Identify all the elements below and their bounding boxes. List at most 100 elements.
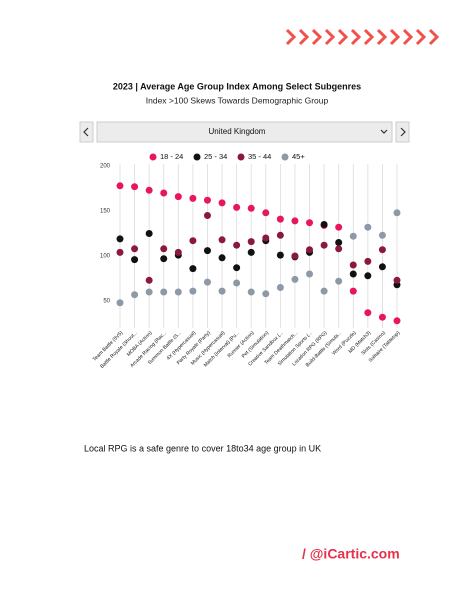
dot bbox=[233, 241, 241, 249]
dot bbox=[160, 189, 168, 197]
dot bbox=[276, 231, 284, 239]
dot bbox=[160, 245, 168, 253]
dot bbox=[393, 276, 401, 284]
dot bbox=[378, 246, 386, 254]
dot bbox=[145, 230, 153, 237]
dot bbox=[247, 248, 255, 256]
dot bbox=[306, 246, 314, 254]
dot bbox=[218, 287, 226, 295]
dot bbox=[393, 209, 401, 217]
dot bbox=[364, 257, 372, 265]
dot bbox=[306, 270, 314, 278]
dot bbox=[174, 248, 182, 256]
country-selector[interactable] bbox=[96, 121, 393, 143]
dot bbox=[218, 199, 226, 207]
legend-label: 45+ bbox=[292, 152, 305, 161]
dot bbox=[378, 263, 386, 271]
dot bbox=[378, 313, 386, 321]
dot bbox=[364, 309, 372, 317]
dot bbox=[116, 235, 124, 243]
next-button[interactable] bbox=[395, 121, 410, 143]
dot bbox=[116, 248, 124, 256]
dot bbox=[276, 215, 284, 223]
dot bbox=[247, 204, 255, 212]
prev-icon bbox=[83, 127, 89, 137]
dot bbox=[203, 212, 211, 219]
y-tick-label: 50 bbox=[103, 299, 110, 305]
dot bbox=[349, 232, 357, 240]
y-tick-label: 200 bbox=[100, 164, 111, 170]
dot bbox=[174, 288, 182, 296]
plot: 18 - 24 25 - 34 35 - 44 45+50100150200Team … bbox=[92, 152, 402, 370]
dot bbox=[291, 252, 299, 260]
dot bbox=[247, 238, 255, 246]
dot bbox=[378, 231, 386, 239]
dot bbox=[116, 299, 124, 307]
dot bbox=[131, 183, 139, 191]
dot bbox=[320, 241, 328, 249]
dot bbox=[349, 287, 357, 295]
dropdown-icon bbox=[380, 129, 388, 134]
dot bbox=[131, 245, 139, 253]
dot bbox=[335, 223, 343, 231]
prev-button[interactable] bbox=[79, 121, 94, 143]
legend-swatch bbox=[281, 153, 289, 161]
y-tick-label: 100 bbox=[100, 254, 111, 260]
dot bbox=[262, 209, 270, 217]
legend-swatch bbox=[149, 153, 157, 161]
dot bbox=[145, 288, 153, 296]
dot bbox=[306, 219, 314, 227]
dot bbox=[291, 275, 299, 283]
dot bbox=[233, 279, 241, 287]
chart-subtitle: Index >100 Skews Towards Demographic Gro… bbox=[146, 95, 329, 105]
legend-label: 18 - 24 bbox=[160, 152, 183, 161]
dot bbox=[203, 196, 211, 204]
dot bbox=[364, 223, 372, 231]
chart-title: 2023 | Average Age Group Index Among Sel… bbox=[113, 81, 361, 91]
dot bbox=[349, 270, 357, 278]
dot bbox=[145, 186, 153, 194]
next-icon bbox=[400, 127, 406, 137]
dot bbox=[218, 254, 226, 262]
dot bbox=[189, 194, 197, 202]
dot bbox=[335, 277, 343, 285]
dot bbox=[291, 217, 299, 225]
dot bbox=[116, 182, 124, 190]
dot bbox=[247, 288, 255, 296]
dot bbox=[393, 317, 401, 325]
dot bbox=[262, 290, 270, 298]
dot bbox=[160, 255, 168, 263]
dot bbox=[160, 288, 168, 296]
selector-label: United Kingdom bbox=[209, 127, 266, 136]
dot bbox=[189, 265, 197, 273]
dot bbox=[335, 239, 343, 246]
chevrons bbox=[285, 28, 440, 46]
legend-label: 35 - 44 bbox=[248, 152, 271, 161]
dot bbox=[349, 261, 357, 269]
dot bbox=[335, 245, 343, 253]
dot bbox=[218, 236, 226, 244]
legend-swatch bbox=[237, 153, 245, 161]
dot bbox=[189, 287, 197, 295]
dot bbox=[320, 287, 328, 295]
dot bbox=[203, 278, 211, 286]
dot bbox=[233, 203, 241, 211]
dot bbox=[233, 264, 241, 272]
dot bbox=[203, 247, 211, 255]
brand: / @iCartic.com bbox=[302, 546, 400, 562]
dot bbox=[262, 234, 270, 242]
dot bbox=[131, 291, 139, 299]
dot bbox=[174, 193, 182, 201]
dot bbox=[320, 221, 328, 228]
dot bbox=[276, 284, 284, 291]
dot bbox=[276, 251, 284, 259]
y-tick-label: 150 bbox=[100, 209, 111, 215]
dot bbox=[145, 276, 153, 284]
note: Local RPG is a safe genre to cover 18to3… bbox=[84, 443, 321, 453]
dot bbox=[131, 256, 139, 264]
legend-swatch bbox=[193, 153, 201, 161]
dot bbox=[189, 237, 197, 245]
legend-label: 25 - 34 bbox=[204, 152, 227, 161]
